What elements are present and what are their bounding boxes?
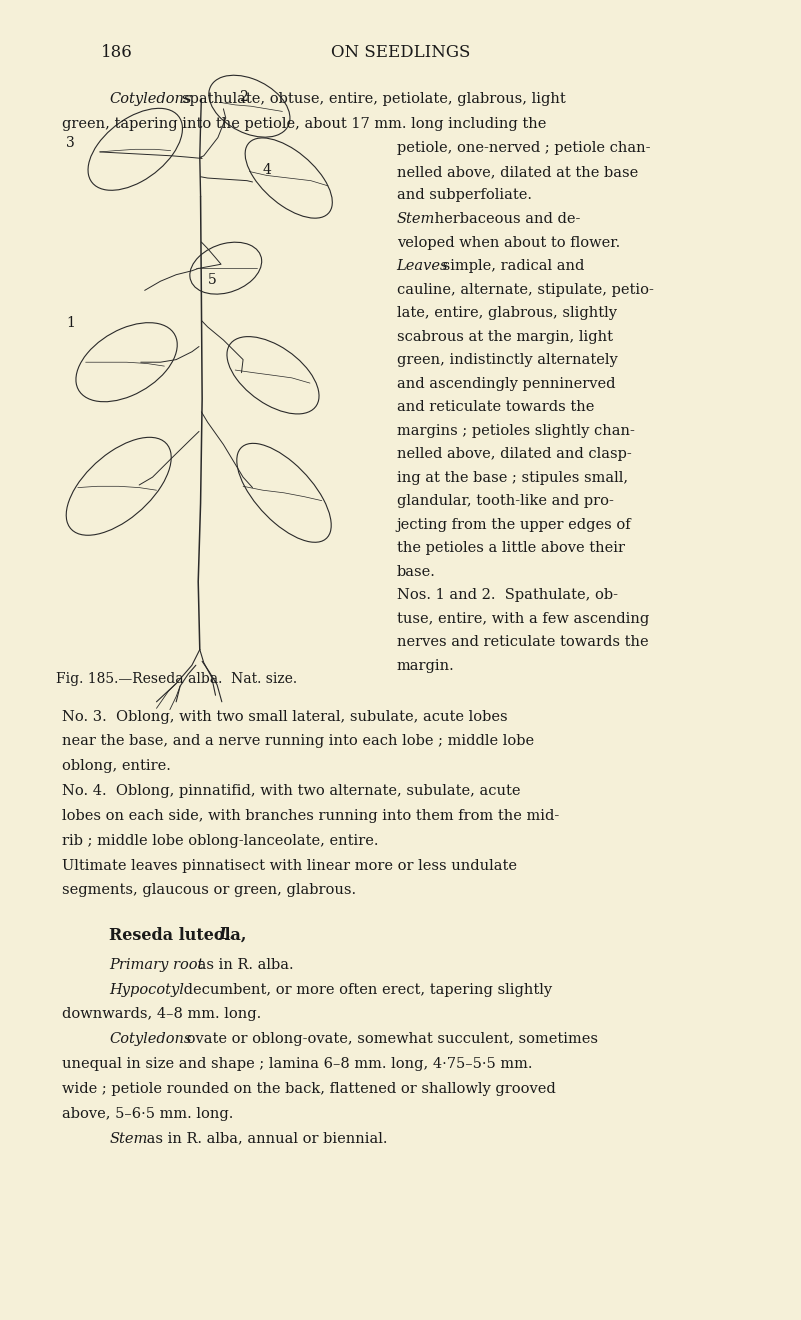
Text: nerves and reticulate towards the: nerves and reticulate towards the: [396, 635, 648, 649]
Text: segments, glaucous or green, glabrous.: segments, glaucous or green, glabrous.: [62, 883, 356, 898]
Text: late, entire, glabrous, slightly: late, entire, glabrous, slightly: [396, 306, 617, 319]
Text: Stem: Stem: [396, 213, 435, 226]
Text: as in R. alba.: as in R. alba.: [194, 958, 294, 972]
Text: scabrous at the margin, light: scabrous at the margin, light: [396, 330, 613, 343]
Text: margin.: margin.: [396, 659, 454, 673]
Text: simple, radical and: simple, radical and: [438, 259, 585, 273]
Text: and ascendingly penninerved: and ascendingly penninerved: [396, 376, 615, 391]
Text: near the base, and a nerve running into each lobe ; middle lobe: near the base, and a nerve running into …: [62, 734, 534, 748]
Text: tuse, entire, with a few ascending: tuse, entire, with a few ascending: [396, 611, 649, 626]
Text: 186: 186: [102, 44, 133, 61]
Text: oblong, entire.: oblong, entire.: [62, 759, 171, 774]
Text: Primary root: Primary root: [109, 958, 203, 972]
Text: and reticulate towards the: and reticulate towards the: [396, 400, 594, 414]
Text: ovate or oblong-ovate, somewhat succulent, sometimes: ovate or oblong-ovate, somewhat succulen…: [182, 1032, 598, 1047]
Text: Cotyledons: Cotyledons: [109, 92, 191, 106]
Text: base.: base.: [396, 565, 436, 578]
Text: green, indistinctly alternately: green, indistinctly alternately: [396, 352, 618, 367]
Text: unequal in size and shape ; lamina 6–8 mm. long, 4·75–5·5 mm.: unequal in size and shape ; lamina 6–8 m…: [62, 1057, 533, 1071]
Text: lobes on each side, with branches running into them from the mid-: lobes on each side, with branches runnin…: [62, 809, 559, 822]
Text: Reseda luteola,: Reseda luteola,: [109, 927, 252, 944]
Text: 3: 3: [66, 136, 74, 149]
Text: Hypocotyl: Hypocotyl: [109, 982, 184, 997]
Text: nelled above, dilated and clasp-: nelled above, dilated and clasp-: [396, 447, 631, 461]
Text: petiole, one-nerved ; petiole chan-: petiole, one-nerved ; petiole chan-: [396, 141, 650, 156]
Text: No. 3.  Oblong, with two small lateral, subulate, acute lobes: No. 3. Oblong, with two small lateral, s…: [62, 710, 508, 723]
Text: Fig. 185.—Reseda alba.  Nat. size.: Fig. 185.—Reseda alba. Nat. size.: [55, 672, 296, 686]
Text: 5: 5: [207, 273, 216, 286]
Text: as in R. alba, annual or biennial.: as in R. alba, annual or biennial.: [143, 1131, 388, 1146]
Text: rib ; middle lobe oblong-lanceolate, entire.: rib ; middle lobe oblong-lanceolate, ent…: [62, 834, 379, 847]
Text: Leaves: Leaves: [396, 259, 448, 273]
Text: 1: 1: [66, 315, 74, 330]
Text: decumbent, or more often erect, tapering slightly: decumbent, or more often erect, tapering…: [179, 982, 552, 997]
Text: ON SEEDLINGS: ON SEEDLINGS: [331, 44, 470, 61]
Text: green, tapering into the petiole, about 17 mm. long including the: green, tapering into the petiole, about …: [62, 116, 546, 131]
Text: 2: 2: [239, 90, 248, 104]
Text: the petioles a little above their: the petioles a little above their: [396, 541, 625, 556]
Text: Ultimate leaves pinnatisect with linear more or less undulate: Ultimate leaves pinnatisect with linear …: [62, 858, 517, 873]
Text: glandular, tooth-like and pro-: glandular, tooth-like and pro-: [396, 494, 614, 508]
Text: nelled above, dilated at the base: nelled above, dilated at the base: [396, 165, 638, 180]
Text: spathulate, obtuse, entire, petiolate, glabrous, light: spathulate, obtuse, entire, petiolate, g…: [182, 92, 566, 106]
Text: cauline, alternate, stipulate, petio-: cauline, alternate, stipulate, petio-: [396, 282, 654, 297]
Text: Stem: Stem: [109, 1131, 147, 1146]
Text: Cotyledons: Cotyledons: [109, 1032, 191, 1047]
Text: and subperfoliate.: and subperfoliate.: [396, 189, 532, 202]
Text: margins ; petioles slightly chan-: margins ; petioles slightly chan-: [396, 424, 634, 438]
Text: L.: L.: [218, 927, 235, 944]
Text: above, 5–6·5 mm. long.: above, 5–6·5 mm. long.: [62, 1106, 233, 1121]
Text: jecting from the upper edges of: jecting from the upper edges of: [396, 517, 631, 532]
Text: Nos. 1 and 2.  Spathulate, ob-: Nos. 1 and 2. Spathulate, ob-: [396, 589, 618, 602]
Text: wide ; petiole rounded on the back, flattened or shallowly grooved: wide ; petiole rounded on the back, flat…: [62, 1082, 556, 1096]
Text: 4: 4: [263, 164, 272, 177]
Text: No. 4.  Oblong, pinnatifid, with two alternate, subulate, acute: No. 4. Oblong, pinnatifid, with two alte…: [62, 784, 521, 799]
Text: veloped when about to flower.: veloped when about to flower.: [396, 235, 620, 249]
Text: ing at the base ; stipules small,: ing at the base ; stipules small,: [396, 471, 628, 484]
Text: downwards, 4–8 mm. long.: downwards, 4–8 mm. long.: [62, 1007, 261, 1022]
Text: herbaceous and de-: herbaceous and de-: [429, 213, 580, 226]
